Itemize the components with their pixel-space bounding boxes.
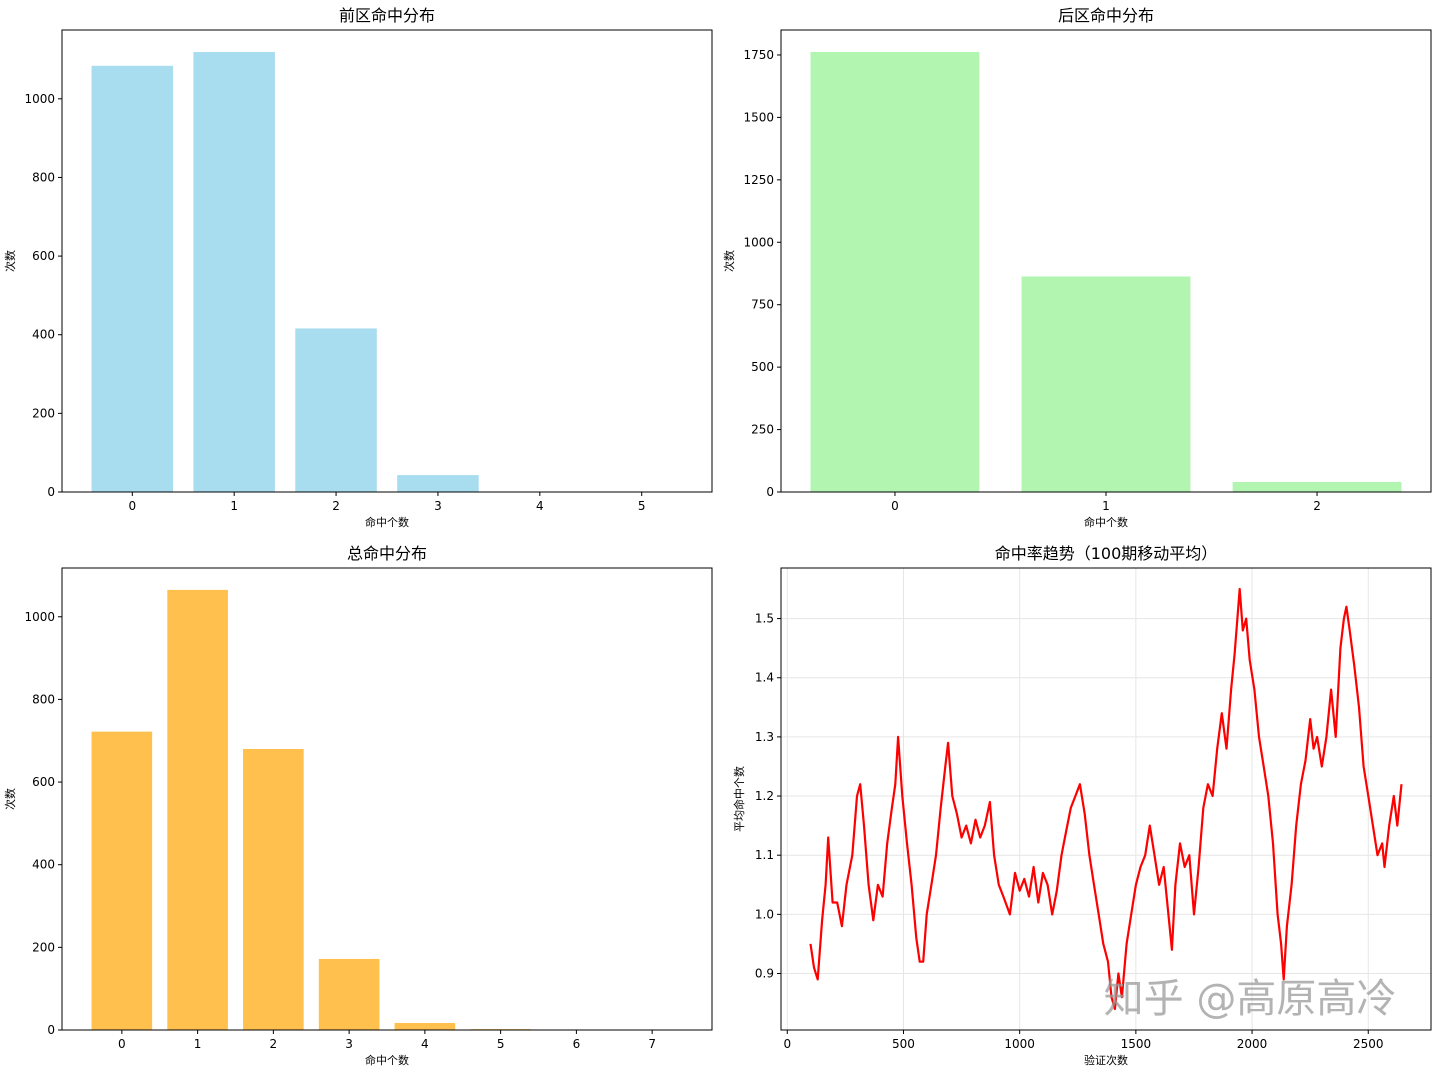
y-tick-label: 0: [47, 1023, 55, 1037]
x-tick-label: 0: [783, 1037, 791, 1051]
x-tick-label: 2000: [1237, 1037, 1268, 1051]
x-tick-label: 500: [892, 1037, 915, 1051]
x-tick-label: 0: [118, 1037, 126, 1051]
bar-2: [243, 748, 304, 1030]
axes-frame: [61, 29, 713, 493]
bar-1: [1021, 276, 1191, 492]
y-axis-label: 平均命中个数: [732, 766, 746, 832]
bar-2: [295, 328, 377, 492]
x-axis-label: 命中个数: [1084, 515, 1128, 529]
y-tick-label: 1.3: [755, 730, 774, 744]
x-tick-label: 4: [421, 1037, 429, 1051]
x-tick-label: 1000: [1004, 1037, 1035, 1051]
watermark: 知乎 @高原高冷: [1104, 976, 1397, 1022]
y-tick-label: 0: [47, 485, 55, 499]
y-tick-label: 400: [32, 328, 55, 342]
bar-0: [91, 731, 153, 1030]
x-tick-label: 3: [345, 1037, 353, 1051]
chart-title: 前区命中分布: [339, 6, 435, 25]
y-tick-label: 0: [766, 485, 774, 499]
y-tick-label: 500: [751, 360, 774, 374]
y-axis-label: 次数: [3, 250, 17, 272]
y-tick-label: 600: [32, 775, 55, 789]
x-tick-label: 0: [128, 499, 136, 513]
x-tick-label: 5: [638, 499, 646, 513]
x-tick-label: 2: [1313, 499, 1321, 513]
x-axis-label: 命中个数: [365, 1053, 409, 1067]
y-tick-label: 1.0: [755, 907, 774, 921]
y-tick-label: 1.4: [755, 671, 774, 685]
x-tick-label: 1: [194, 1037, 202, 1051]
x-tick-label: 7: [648, 1037, 656, 1051]
y-tick-label: 400: [32, 858, 55, 872]
y-axis-label: 次数: [722, 250, 736, 272]
x-tick-label: 2: [270, 1037, 278, 1051]
bar-3: [318, 958, 380, 1030]
y-tick-label: 1500: [743, 110, 774, 124]
chart-title: 总命中分布: [347, 544, 427, 563]
axes-frame: [780, 567, 1432, 1031]
y-tick-label: 1250: [743, 173, 774, 187]
bar-0: [810, 51, 980, 492]
x-tick-label: 1: [230, 499, 238, 513]
y-tick-label: 1000: [743, 235, 774, 249]
bar-0: [91, 65, 174, 492]
chart-title: 命中率趋势（100期移动平均）: [995, 544, 1218, 563]
bar-1: [167, 589, 228, 1030]
chart-title: 后区命中分布: [1058, 6, 1154, 25]
y-tick-label: 1750: [743, 48, 774, 62]
y-tick-label: 1000: [24, 92, 55, 106]
y-tick-label: 0.9: [755, 967, 774, 981]
x-tick-label: 4: [536, 499, 544, 513]
x-tick-label: 3: [434, 499, 442, 513]
x-tick-label: 1: [1102, 499, 1110, 513]
y-tick-label: 1.2: [755, 789, 774, 803]
bar-4: [394, 1022, 456, 1030]
x-tick-label: 2: [332, 499, 340, 513]
y-tick-label: 200: [32, 940, 55, 954]
x-tick-label: 0: [891, 499, 899, 513]
y-tick-label: 750: [751, 298, 774, 312]
y-tick-label: 1.1: [755, 848, 774, 862]
y-tick-label: 1.5: [755, 612, 774, 626]
x-tick-label: 6: [573, 1037, 581, 1051]
x-tick-label: 1500: [1121, 1037, 1152, 1051]
bar-1: [193, 52, 275, 492]
y-axis-label: 次数: [3, 788, 17, 810]
y-tick-label: 200: [32, 406, 55, 420]
y-tick-label: 600: [32, 249, 55, 263]
y-tick-label: 250: [751, 423, 774, 437]
x-tick-label: 2500: [1353, 1037, 1384, 1051]
bar-2: [1232, 482, 1402, 492]
x-axis-label: 命中个数: [365, 515, 409, 529]
x-tick-label: 5: [497, 1037, 505, 1051]
x-axis-label: 验证次数: [1084, 1053, 1128, 1067]
y-tick-label: 1000: [24, 610, 55, 624]
axes-frame: [61, 567, 713, 1031]
subplot-3: 0 500 1000 1500 2000 2500 0.9 1.0 1.1 1.2 1.3 1.4 1.…: [732, 544, 1432, 1067]
trend-line: [809, 587, 1403, 1011]
y-tick-label: 800: [32, 170, 55, 184]
bar-3: [397, 475, 479, 492]
y-tick-label: 800: [32, 692, 55, 706]
